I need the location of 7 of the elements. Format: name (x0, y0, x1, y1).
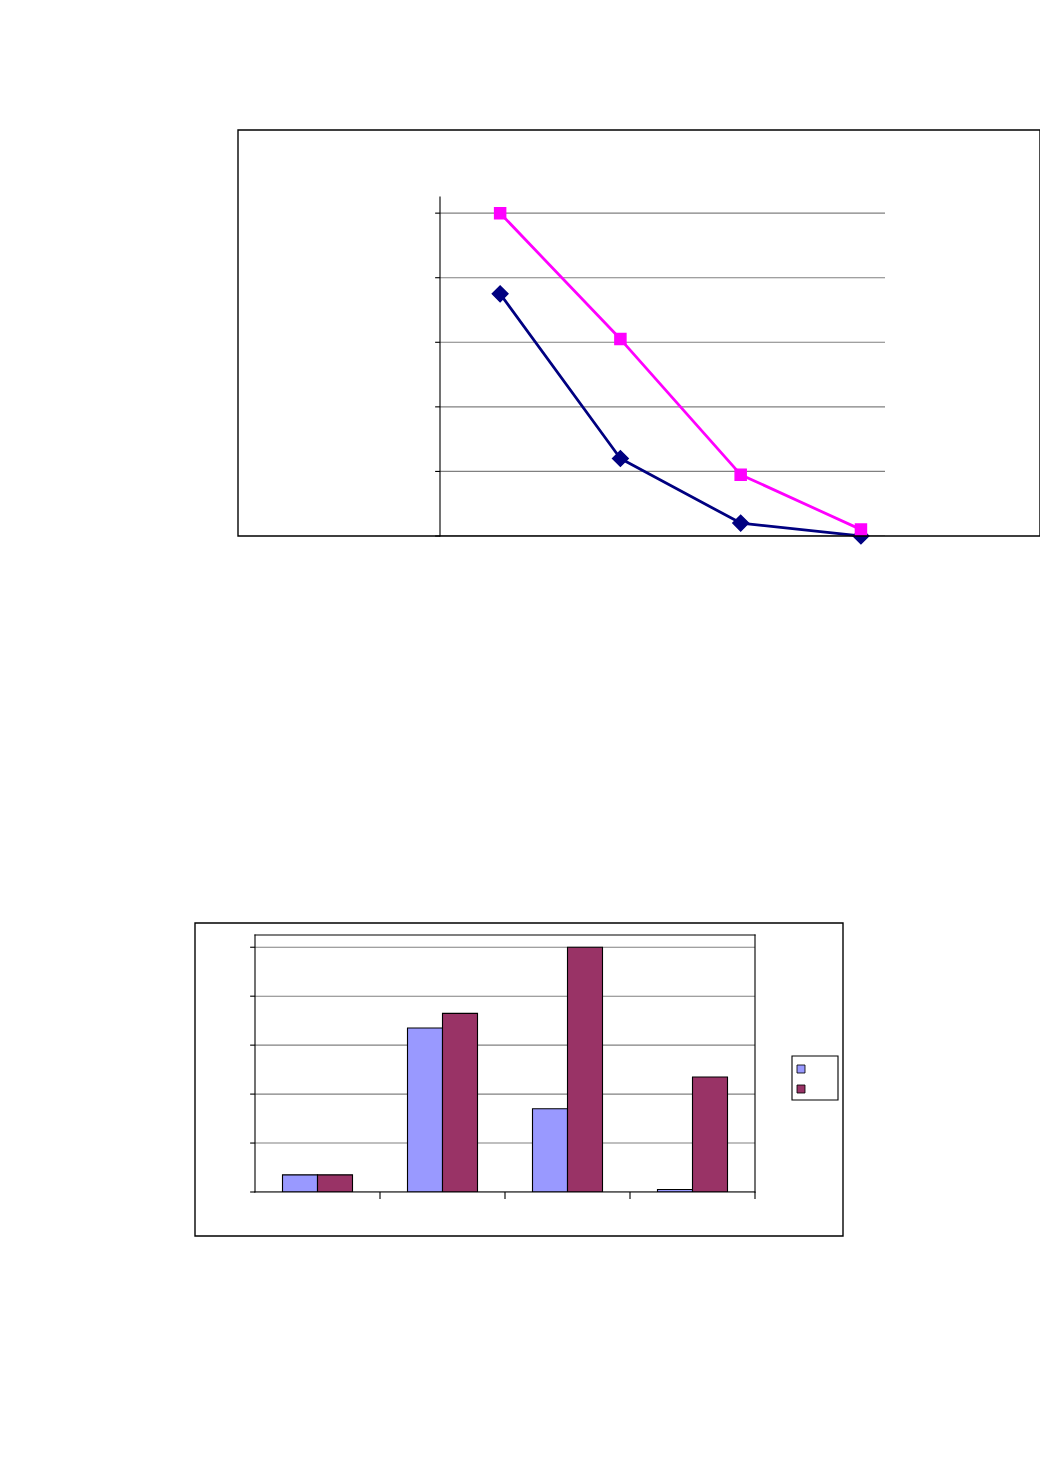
point (611, 449, 629, 468)
point (734, 468, 747, 481)
point (491, 285, 509, 303)
point (493, 206, 507, 220)
point (854, 523, 868, 536)
point (732, 514, 750, 532)
point (614, 332, 627, 346)
